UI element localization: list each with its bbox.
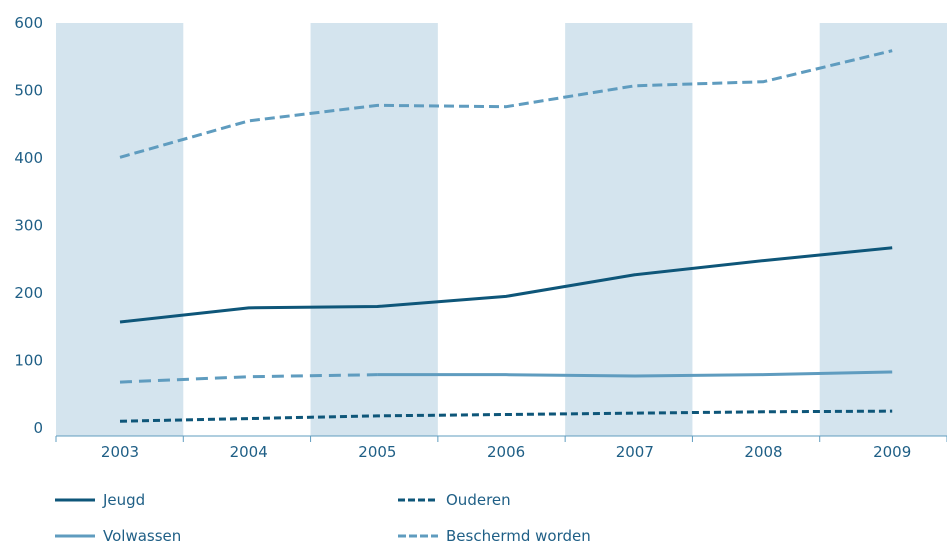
- series-line-volwassen-dashed: [119, 373, 378, 384]
- y-tick-label: 300: [14, 217, 43, 235]
- series-lines: [119, 49, 893, 423]
- x-tick-label: 2004: [230, 443, 268, 461]
- legend-label-jeugd: Jeugd: [102, 491, 145, 509]
- x-tick-label: 2005: [358, 443, 396, 461]
- x-tick-label: 2003: [101, 443, 139, 461]
- y-tick-label: 0: [33, 419, 43, 437]
- x-tick-label: 2006: [487, 443, 525, 461]
- legend-label-ouderen: Ouderen: [446, 491, 511, 509]
- y-axis-ticks: 0 100 200 300 400 500 600: [14, 14, 43, 437]
- series-line-volwassen: [377, 370, 893, 378]
- legend-label-volwassen: Volwassen: [103, 527, 181, 545]
- x-axis: [55, 435, 947, 442]
- background-bands: [56, 23, 947, 436]
- legend-label-beschermd-worden: Beschermd worden: [446, 527, 591, 545]
- y-tick-label: 500: [14, 82, 43, 100]
- legend: Jeugd Ouderen Volwassen Beschermd worden: [55, 491, 591, 545]
- x-tick-label: 2007: [616, 443, 654, 461]
- background-band: [819, 23, 947, 436]
- series-line-jeugd: [119, 246, 893, 324]
- x-axis-ticks: 2003 2004 2005 2006 2007 2008 2009: [101, 443, 911, 461]
- y-tick-label: 100: [14, 352, 43, 370]
- background-band: [565, 23, 693, 436]
- y-tick-label: 600: [14, 14, 43, 32]
- y-tick-label: 200: [14, 284, 43, 302]
- y-tick-label: 400: [14, 149, 43, 167]
- background-band: [310, 23, 438, 436]
- background-band: [56, 23, 184, 436]
- series-line-beschermd-worden: [119, 49, 893, 159]
- x-tick-label: 2009: [873, 443, 911, 461]
- x-tick-label: 2008: [744, 443, 782, 461]
- series-line-ouderen: [119, 409, 893, 423]
